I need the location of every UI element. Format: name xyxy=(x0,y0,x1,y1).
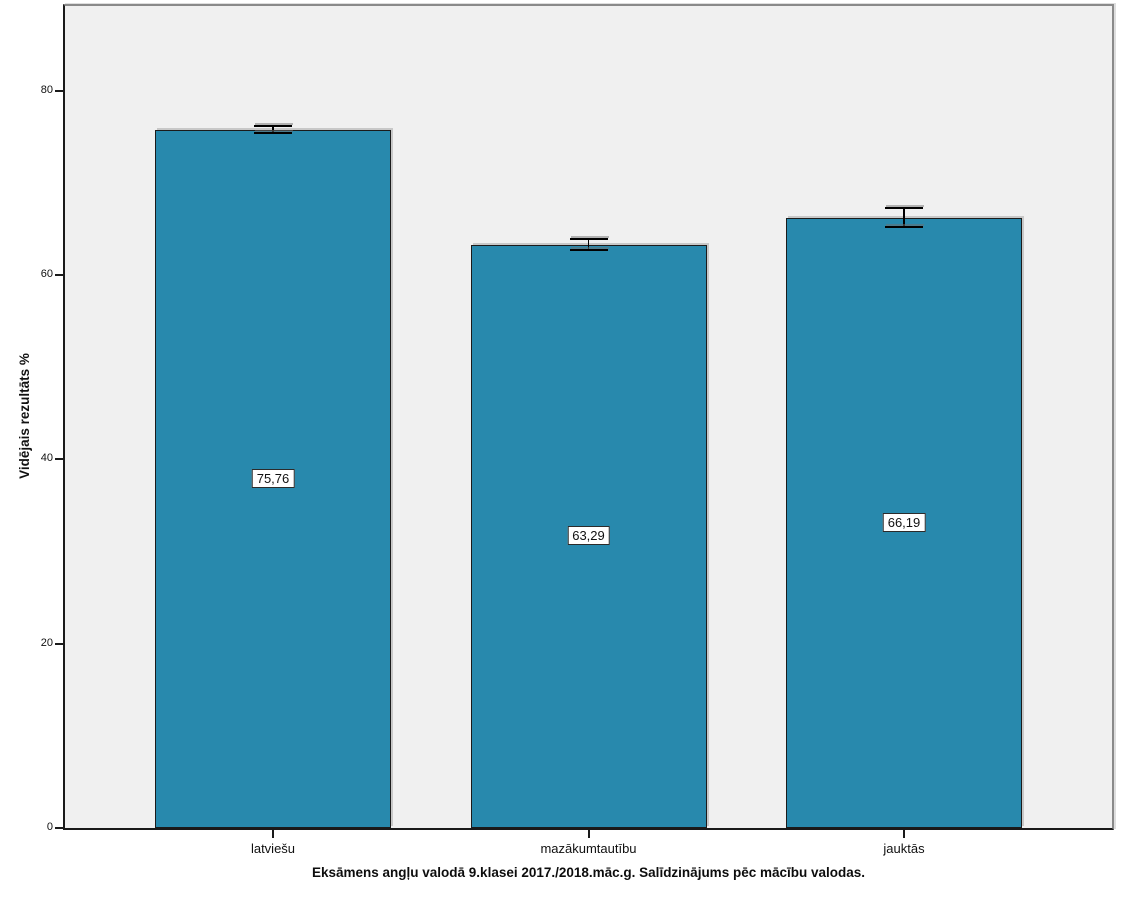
bar-mazakumtautibu xyxy=(470,244,707,828)
error-bar-line-jauktas xyxy=(903,208,905,228)
y-axis-title: Vidējais rezultāts % xyxy=(17,353,32,479)
x-tick-mark-mazakumtautibu xyxy=(587,830,590,838)
error-bar-line-latviesu xyxy=(272,125,274,134)
x-category-label-latviesu: latviešu xyxy=(250,841,296,856)
y-tick-mark xyxy=(55,273,63,276)
y-tick-label-60: 60 xyxy=(40,267,53,280)
x-category-label-mazakumtautibu: mazākumtautību xyxy=(540,841,637,856)
x-tick-mark-latviesu xyxy=(272,830,274,838)
y-tick-label-20: 20 xyxy=(40,636,53,649)
bar-value-label-mazakumtautibu: 63,29 xyxy=(567,526,610,546)
y-tick-label-0: 0 xyxy=(46,821,53,833)
y-tick-mark xyxy=(55,642,63,645)
y-tick-mark xyxy=(55,458,63,461)
bar-value-label-latviesu: 75,76 xyxy=(251,468,295,488)
chart-caption: Eksāmens angļu valodā 9.klasei 2017./201… xyxy=(311,865,866,880)
error-bar-cap-top-mazakumtautibu xyxy=(569,238,608,240)
error-bar-cap-bottom-latviesu xyxy=(254,132,292,135)
x-category-label-jauktas: jauktās xyxy=(883,841,925,856)
error-bar-line-mazakumtautibu xyxy=(587,239,590,251)
y-tick-mark xyxy=(55,89,63,92)
y-tick-label-40: 40 xyxy=(40,452,53,465)
error-bar-cap-top-jauktas xyxy=(885,207,923,210)
error-bar-cap-bottom-mazakumtautibu xyxy=(569,249,608,252)
bar-value-label-jauktas: 66,19 xyxy=(882,512,926,532)
error-bar-cap-bottom-jauktas xyxy=(885,226,923,229)
x-tick-mark-jauktas xyxy=(903,830,905,838)
y-tick-mark xyxy=(55,827,63,829)
error-bar-cap-top-latviesu xyxy=(254,124,292,127)
y-tick-label-80: 80 xyxy=(40,83,53,96)
